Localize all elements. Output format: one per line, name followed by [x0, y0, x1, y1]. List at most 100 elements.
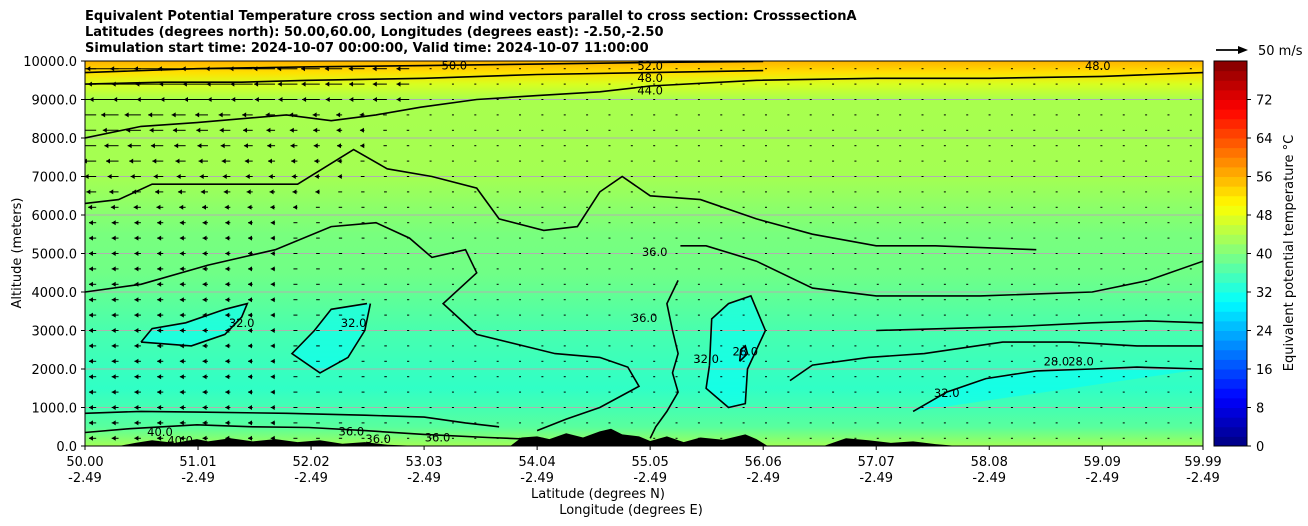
wind-vector-head [202, 420, 207, 426]
wind-vector-head [270, 405, 275, 410]
colorbar-segment [1214, 118, 1247, 129]
wind-vector-head [270, 266, 275, 272]
wind-vector-head [111, 312, 116, 318]
wind-vector-head [175, 158, 180, 164]
wind-vector-head [225, 420, 230, 426]
wind-vector-head [348, 66, 353, 72]
wind-vector-head [179, 389, 184, 395]
colorbar-tick-label: 32 [1256, 286, 1273, 301]
colorbar-segment [1214, 359, 1247, 370]
wind-vector-head [111, 343, 116, 349]
quiver-key: 50 m/s [1216, 44, 1303, 59]
x-tick-label-2: -2.49 [1085, 471, 1119, 486]
wind-vector-head [88, 389, 93, 395]
wind-vector-head [247, 328, 252, 333]
wind-vector-head [270, 297, 275, 303]
y-tick-label: 8000.0 [32, 132, 78, 147]
wind-vector-head [267, 143, 272, 149]
wind-vector-head [278, 97, 283, 102]
temperature-blobs [140, 295, 1203, 412]
wind-vector-head [202, 297, 207, 303]
wind-vector-head [225, 343, 230, 349]
contour-line [290, 302, 372, 374]
contour-label: 32.0 [693, 352, 719, 366]
colorbar-segment [1214, 195, 1247, 206]
wind-vector-head [202, 251, 207, 256]
wind-vector-head [313, 143, 318, 149]
contour-label: 32.0 [341, 316, 367, 330]
wind-vector-head [88, 235, 93, 241]
contour-label: 28.0 [1044, 354, 1070, 368]
x-tick-label-2: -2.49 [972, 471, 1006, 486]
wind-vector-head [290, 143, 295, 149]
wind-vector-head [269, 189, 274, 195]
wind-vector-head [360, 143, 365, 149]
x-axis-label: Latitude (degrees N) [531, 487, 665, 502]
colorbar-tick-label: 72 [1256, 94, 1273, 109]
wind-vector-head [202, 358, 207, 364]
contour-label: 32.0 [229, 316, 255, 330]
y-tick-label: 3000.0 [32, 325, 78, 340]
temperature-region [706, 295, 766, 408]
wind-vector-head [64, 82, 68, 87]
contour-label: 40.0 [167, 434, 193, 448]
x-tick-label-2: -2.49 [633, 471, 667, 486]
wind-vector-head [247, 343, 252, 349]
wind-vector-head [111, 405, 116, 410]
contour-label: 36.0 [425, 431, 451, 445]
wind-vector-head [225, 220, 230, 226]
colorbar-segment [1214, 292, 1247, 303]
wind-vector-head [157, 251, 162, 256]
wind-vector-head [225, 281, 230, 287]
contour-line [789, 341, 1203, 382]
contour-line [85, 148, 1037, 251]
y-tick-label: 7000.0 [32, 171, 78, 186]
wind-vector-head [179, 251, 184, 256]
wind-vector-head [88, 297, 93, 303]
wind-vector-head [88, 328, 93, 333]
wind-vector-head [134, 297, 139, 303]
temperature-region [913, 367, 1203, 412]
colorbar-segment [1214, 109, 1247, 120]
wind-vector-head [179, 374, 184, 380]
x-tick-label: 53.03 [405, 455, 442, 470]
contour-label: 40.0 [147, 425, 173, 439]
wind-vector-head [134, 435, 139, 441]
contour-line [85, 71, 1203, 139]
wind-vector-head [111, 281, 116, 287]
wind-vector-head [225, 235, 230, 241]
wind-vector-head [243, 143, 248, 149]
y-axis: 0.0 1000.0 2000.0 3000.0 4000.0 5000.0 6000.0 7… [23, 55, 85, 455]
wind-vector-head [372, 97, 377, 102]
wind-vector-head [157, 281, 162, 287]
wind-vector-head [85, 174, 89, 179]
colorbar-segment [1214, 166, 1247, 177]
wind-vector-head [225, 405, 230, 410]
wind-vector-head [313, 127, 318, 133]
wind-vector-head [88, 220, 93, 226]
wind-vector-head [179, 420, 184, 426]
contour-line [680, 245, 1203, 297]
wind-vector-head [199, 174, 204, 179]
wind-vector-head [202, 405, 207, 410]
wind-vector-head [134, 312, 139, 318]
wind-vector-head [247, 435, 252, 441]
wind-vector-head [179, 358, 184, 364]
x-tick-label: 58.08 [971, 455, 1008, 470]
wind-vector-head [247, 281, 252, 287]
x-tick-label-2: -2.49 [68, 471, 102, 486]
wind-vector-head [88, 312, 93, 318]
contour-line [85, 69, 764, 85]
x-tick-label: 54.04 [519, 455, 556, 470]
wind-vector-head [202, 389, 207, 395]
wind-vector-head [179, 235, 184, 241]
wind-vector-head [396, 66, 401, 72]
wind-vector-head [207, 97, 212, 102]
wind-vector-head [325, 81, 330, 87]
wind-vector-head [157, 266, 162, 272]
x-tick-label: 52.02 [292, 455, 329, 470]
wind-vector-head [156, 204, 161, 210]
wind-vector-head [197, 143, 202, 149]
x-tick-label-2: -2.49 [294, 471, 328, 486]
wind-vector-head [270, 343, 275, 349]
